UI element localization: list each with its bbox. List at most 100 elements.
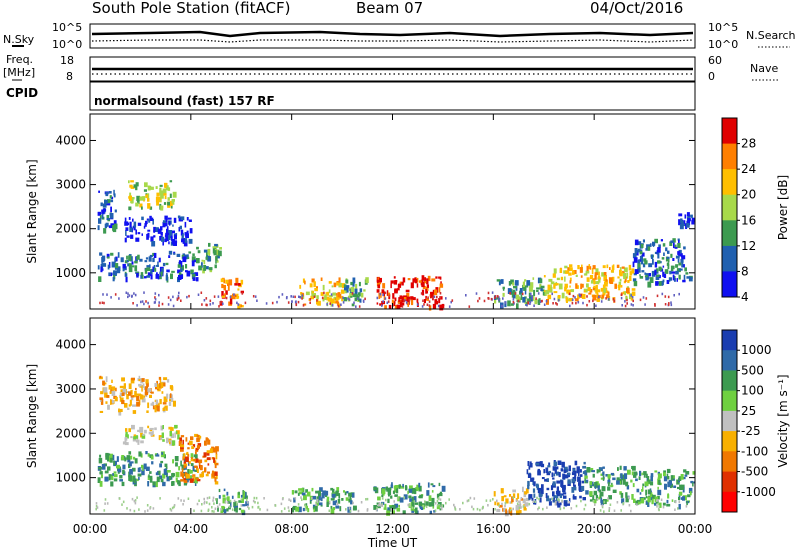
y-tick-label: 1000 — [55, 471, 86, 485]
nsearch-tick-high: 10^5 — [708, 21, 739, 34]
cpid-value: normalsound (fast) 157 RF — [94, 94, 275, 108]
nsky-tick-high: 10^5 — [52, 21, 83, 34]
colorbar-segment — [722, 410, 737, 432]
x-tick-label: 00:00 — [678, 522, 713, 536]
colorbar-segment — [722, 194, 737, 221]
colorbar-segment — [722, 271, 737, 298]
nsky-tick-low: 10^0 — [52, 38, 83, 51]
power-region — [195, 242, 222, 274]
colorbar-label: Velocity [m s⁻¹] — [776, 374, 790, 467]
colorbar-tick-label: 100 — [741, 384, 764, 398]
nsearch-line — [91, 39, 694, 43]
freq-tick-low: 8 — [66, 70, 73, 83]
nave-tick-high: 60 — [708, 54, 722, 67]
date-label: 04/Oct/2016 — [590, 0, 684, 17]
y-tick-label: 3000 — [55, 382, 86, 396]
power-region — [97, 189, 118, 234]
colorbar-tick-label: 16 — [741, 213, 756, 227]
colorbar-tick-label: -100 — [741, 444, 768, 458]
colorbar-segment — [722, 245, 737, 272]
colorbar-segment — [722, 350, 737, 371]
velocity-region — [493, 486, 530, 517]
colorbar-tick-label: 25 — [741, 404, 756, 418]
beam-label: Beam 07 — [356, 0, 424, 17]
velocity-ground-scatter — [95, 496, 688, 513]
colorbar-segment — [722, 451, 737, 472]
colorbar-segment — [722, 390, 737, 412]
y-axis-label: Slant Range [km] — [25, 364, 39, 468]
freq-unit-label: [MHz] — [3, 66, 36, 79]
velocity-region — [632, 468, 696, 510]
x-tick-label: 00:00 — [73, 522, 108, 536]
colorbar-tick-label: -1000 — [741, 485, 776, 499]
colorbar-segment — [722, 471, 737, 493]
cpid-label: CPID — [6, 86, 39, 100]
x-tick-label: 20:00 — [577, 522, 612, 536]
velocity-region — [584, 465, 636, 506]
colorbar-segment — [722, 370, 737, 392]
nave-label: Nave — [750, 62, 779, 75]
power-colorbar — [721, 117, 740, 298]
colorbar-frame — [721, 329, 738, 513]
power-region — [124, 215, 193, 247]
colorbar-segment — [722, 431, 737, 452]
colorbar-tick-label: 500 — [741, 363, 764, 377]
colorbar-tick-label: -25 — [741, 424, 761, 438]
colorbar-label: Power [dB] — [776, 175, 790, 240]
colorbar-tick-label: 1000 — [741, 343, 772, 357]
cpid-panel-frame — [89, 81, 696, 111]
colorbar-tick-label: 20 — [741, 188, 756, 202]
colorbar-segment — [722, 169, 737, 196]
y-tick-label: 4000 — [55, 133, 86, 147]
power-chart — [89, 113, 740, 311]
power-region — [219, 277, 244, 310]
y-tick-label: 4000 — [55, 338, 86, 352]
nave-tick-low: 0 — [708, 70, 715, 83]
y-tick-label: 2000 — [55, 222, 86, 236]
y-axis-label: Slant Range [km] — [25, 159, 39, 263]
y-tick-label: 1000 — [55, 266, 86, 280]
velocity-region — [216, 488, 249, 516]
power-region — [376, 275, 445, 311]
nsearch-tick-low: 10^0 — [708, 38, 739, 51]
power-region — [678, 212, 695, 230]
velocity-colorbar — [721, 329, 740, 513]
station-title: South Pole Station (fitACF) — [92, 0, 291, 17]
x-tick-label: 08:00 — [274, 522, 309, 536]
y-tick-label: 3000 — [55, 178, 86, 192]
nsearch-label: N.Search — [746, 29, 796, 42]
velocity-region — [526, 460, 587, 508]
power-region — [632, 238, 693, 288]
velocity-chart — [89, 317, 740, 517]
x-tick-label: 12:00 — [375, 522, 410, 536]
x-tick-label: 04:00 — [174, 522, 209, 536]
nsky-label: N.Sky — [3, 33, 35, 46]
colorbar-tick-label: 12 — [741, 239, 756, 253]
colorbar-segment — [722, 491, 737, 513]
power-ground-scatter — [99, 291, 680, 308]
velocity-region — [373, 482, 446, 516]
power-region — [128, 180, 177, 211]
power-region — [343, 277, 369, 307]
freq-tick-high: 18 — [60, 54, 74, 67]
power-region — [299, 277, 345, 308]
colorbar-tick-label: 8 — [741, 264, 749, 278]
velocity-region — [98, 375, 176, 416]
x-axis-label: Time UT — [367, 536, 418, 550]
colorbar-segment — [722, 220, 737, 247]
velocity-region — [122, 424, 180, 446]
freq-label: Freq. — [6, 53, 34, 66]
colorbar-tick-label: 4 — [741, 290, 749, 304]
velocity-region — [178, 433, 219, 485]
colorbar-tick-label: -500 — [741, 465, 768, 479]
colorbar-frame — [721, 117, 738, 298]
colorbar-segment — [722, 330, 737, 351]
velocity-region — [97, 451, 199, 488]
colorbar-segment — [722, 118, 737, 145]
colorbar-tick-label: 28 — [741, 137, 756, 151]
freq-panel-frame — [89, 56, 696, 82]
y-tick-label: 2000 — [55, 426, 86, 440]
power-region — [493, 277, 547, 309]
